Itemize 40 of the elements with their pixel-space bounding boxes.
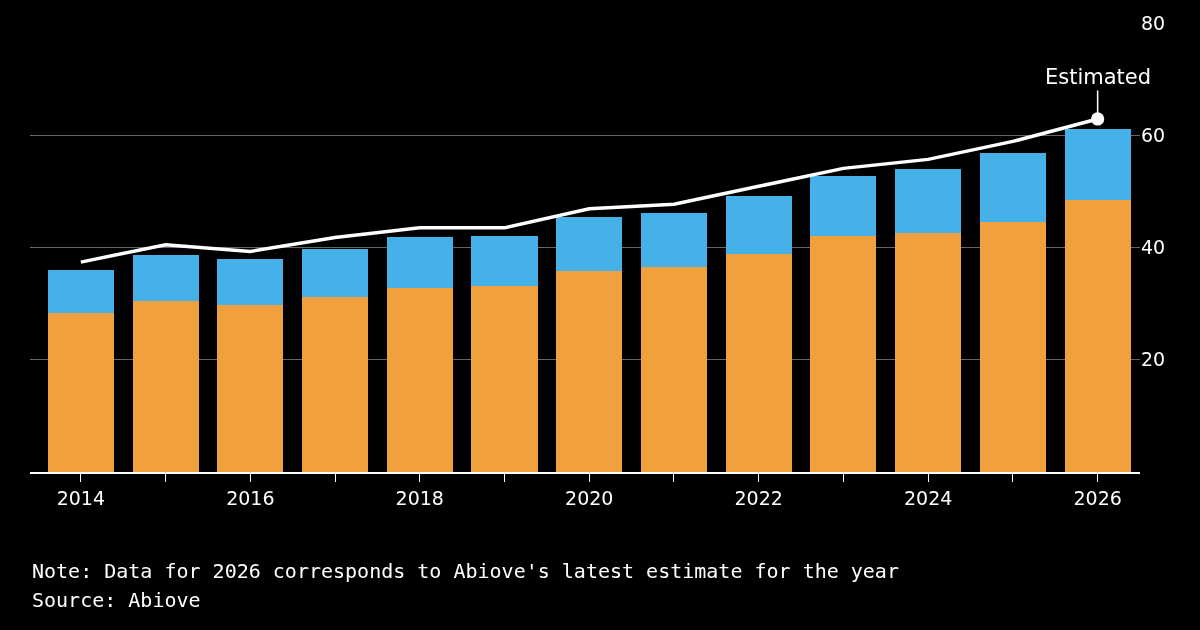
- bar: [47, 269, 114, 313]
- bar: [1064, 128, 1131, 200]
- bar: [132, 255, 199, 301]
- source-note: Source: Abiove: [32, 588, 201, 612]
- y-tick-label: 40: [1141, 236, 1166, 259]
- bar: [471, 286, 538, 472]
- bar: [1064, 199, 1131, 472]
- text: Note: Data for 2026 corresponds to Abiove's latest estimate for the year: [32, 559, 899, 583]
- y-tick-label: 60: [1141, 123, 1166, 146]
- bar: [979, 221, 1046, 472]
- bar: [556, 216, 623, 272]
- y-tick-label: 80: [1141, 11, 1166, 34]
- bar: [725, 196, 792, 254]
- x-tick-label: 2024: [903, 486, 953, 509]
- bar: [640, 212, 708, 268]
- x-tick-label: 2018: [395, 486, 444, 509]
- bar: [895, 168, 962, 234]
- bar: [301, 296, 369, 472]
- x-tick-label: 2026: [1073, 486, 1122, 509]
- x-tick-label: 2016: [226, 486, 275, 509]
- bar: [810, 175, 877, 236]
- annotation: Estimated: [1045, 65, 1152, 89]
- bar: [895, 233, 962, 472]
- x-tick-label: 2020: [565, 486, 614, 509]
- bar: [386, 287, 453, 472]
- x-tick-label: 2022: [734, 486, 783, 509]
- x-tick-label: 2014: [56, 486, 106, 509]
- bar: [301, 248, 369, 297]
- bar: [471, 235, 538, 287]
- bar: [386, 237, 453, 288]
- bar: [217, 304, 284, 472]
- bar: [132, 300, 199, 472]
- bar: [556, 271, 623, 472]
- bar: [217, 259, 284, 305]
- bar: [979, 153, 1046, 222]
- y-tick-label: 20: [1141, 348, 1166, 371]
- bar: [810, 235, 877, 472]
- bar: [640, 267, 708, 472]
- bar: [47, 312, 114, 472]
- bar: [725, 253, 792, 472]
